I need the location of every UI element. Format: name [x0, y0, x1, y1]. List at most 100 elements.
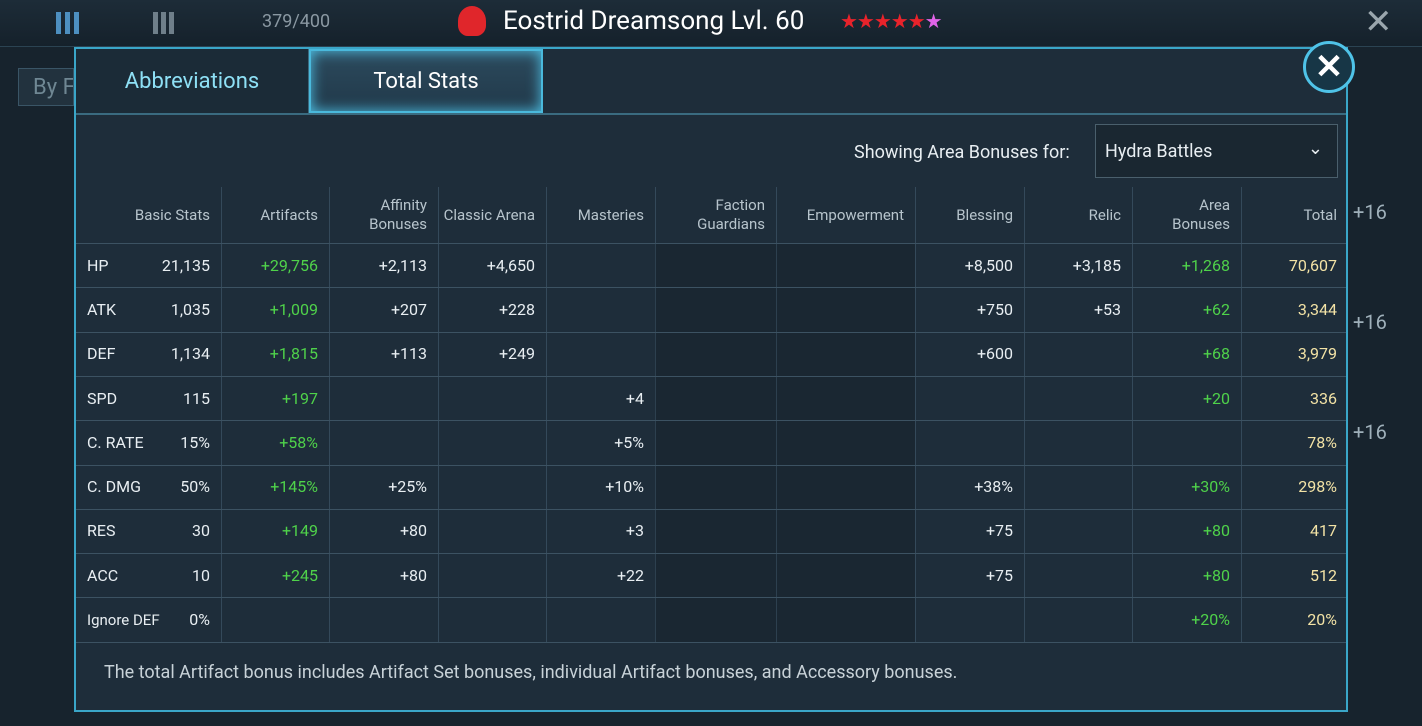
stat-value: 417 — [1310, 521, 1337, 541]
stat-value: +1,268 — [1181, 255, 1230, 275]
level-badge: +16 — [1353, 310, 1387, 334]
row-divider — [76, 287, 1346, 289]
stat-value: 10 — [192, 565, 210, 585]
stat-value: +207 — [390, 299, 427, 319]
header-text: Relic — [1088, 205, 1121, 224]
stat-value: +1,009 — [269, 299, 318, 319]
dropdown-arrow: ⌄ — [1307, 138, 1323, 159]
stat-value: +53 — [1093, 299, 1121, 319]
header-text: Faction Guardians — [697, 196, 765, 233]
level-badge: +16 — [1353, 420, 1387, 444]
stat-value: +20 — [1202, 388, 1230, 408]
column-header: Relic — [1024, 187, 1132, 243]
column-divider — [655, 187, 656, 642]
column-header: Artifacts — [221, 187, 329, 243]
grid-icon[interactable] — [153, 12, 175, 34]
stat-value: 512 — [1310, 565, 1337, 585]
row-divider — [76, 331, 1346, 333]
stat-name: ACC — [87, 565, 119, 585]
column-header: Affinity Bonuses — [329, 187, 438, 243]
stat-value: +4,650 — [486, 255, 535, 275]
header-text: Artifacts — [260, 205, 318, 224]
stat-value: +20% — [1191, 610, 1230, 630]
stat-value: +38% — [974, 477, 1013, 497]
header-text: Masteries — [577, 205, 644, 224]
stat-value: +750 — [976, 299, 1013, 319]
tab[interactable]: Abbreviations — [76, 49, 309, 113]
stat-value: +80 — [399, 565, 427, 585]
stat-value: +113 — [390, 344, 427, 364]
header-text: Blessing — [956, 205, 1013, 224]
column-header: Classic Arena — [438, 187, 546, 243]
stat-value: 70,607 — [1288, 255, 1337, 275]
stat-value: +58% — [279, 432, 318, 452]
star-rank: ★★★★★★ — [840, 9, 943, 33]
stat-value: 50% — [180, 477, 210, 497]
stat-value: 3,344 — [1297, 299, 1337, 319]
menu-icon[interactable] — [56, 12, 80, 34]
column-header: Masteries — [546, 187, 655, 243]
column-divider — [329, 187, 330, 642]
stat-value: +2,113 — [378, 255, 427, 275]
stat-value: +3 — [625, 521, 644, 541]
column-header: Empowerment — [776, 187, 915, 243]
stat-value: +80 — [1202, 565, 1230, 585]
header-text: Basic Stats — [134, 205, 210, 224]
stats-modal: Abbreviations Total Stats Showing Area B… — [74, 47, 1348, 712]
stat-value: +8,500 — [964, 255, 1013, 275]
hero-title: Eostrid Dreamsong Lvl. 60 — [503, 6, 805, 36]
stat-value: +249 — [498, 344, 535, 364]
stat-value: +197 — [281, 388, 318, 408]
stat-value: 3,979 — [1297, 344, 1337, 364]
stat-value: 298% — [1298, 477, 1337, 497]
stat-name: HP — [87, 255, 109, 275]
stat-value: +600 — [976, 344, 1013, 364]
stat-value: +68 — [1202, 344, 1230, 364]
top-close[interactable]: ✕ — [1364, 2, 1393, 42]
tab-active[interactable]: Total Stats — [309, 49, 543, 113]
stat-value: +75 — [985, 565, 1013, 585]
filter-button[interactable]: By F — [18, 68, 74, 106]
column-divider — [546, 187, 547, 642]
stat-name: Ignore DEF — [87, 610, 160, 629]
filter-label: Showing Area Bonuses for: — [854, 142, 1070, 163]
stat-value: 21,135 — [161, 255, 210, 275]
row-divider — [76, 375, 1346, 377]
header-text: Affinity Bonuses — [369, 196, 427, 233]
column-divider — [1024, 187, 1025, 642]
row-divider — [76, 420, 1346, 422]
stat-value: +75 — [985, 521, 1013, 541]
column-header: Blessing — [915, 187, 1024, 243]
row-divider — [76, 597, 1346, 599]
footnote: The total Artifact bonus includes Artifa… — [104, 662, 958, 683]
stat-value: 15% — [180, 432, 210, 452]
skull-icon — [458, 6, 486, 36]
row-divider — [76, 553, 1346, 555]
stat-value: 1,035 — [170, 299, 210, 319]
stat-value: +3,185 — [1072, 255, 1121, 275]
column-shade — [655, 243, 776, 642]
level-badge: +16 — [1353, 200, 1387, 224]
stat-value: +228 — [498, 299, 535, 319]
row-divider — [76, 243, 1346, 244]
stat-value: 336 — [1310, 388, 1337, 408]
top-bar: 379/400 Eostrid Dreamsong Lvl. 60 ★★★★★★… — [0, 0, 1422, 47]
stat-value: 20% — [1307, 610, 1337, 630]
area-dropdown[interactable]: Hydra Battles ⌄ — [1095, 124, 1338, 178]
column-divider — [1132, 187, 1133, 642]
column-divider — [776, 187, 777, 642]
header-text: Total — [1303, 205, 1338, 224]
column-divider — [915, 187, 916, 642]
row-divider — [76, 464, 1346, 466]
row-divider — [76, 508, 1346, 510]
close-button[interactable]: ✕ — [1303, 41, 1355, 93]
header-text: Classic Arena — [443, 205, 535, 224]
roster-count: 379/400 — [262, 11, 331, 32]
stat-value: 30 — [192, 521, 210, 541]
stat-value: +62 — [1202, 299, 1230, 319]
stat-value: +5% — [614, 432, 644, 452]
stat-value: +10% — [605, 477, 644, 497]
stat-value: +1,815 — [269, 344, 318, 364]
header-text: Area Bonuses — [1172, 196, 1230, 233]
stat-value: +4 — [625, 388, 644, 408]
